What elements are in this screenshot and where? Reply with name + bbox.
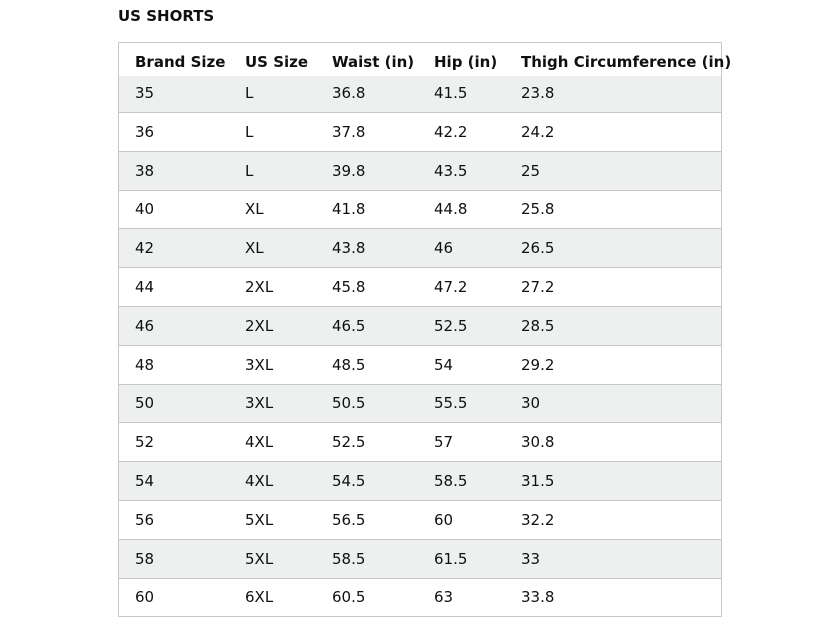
column-header: Thigh Circumference (in)	[521, 53, 732, 71]
table-cell: 5XL	[245, 510, 274, 529]
table-cell: 35	[135, 84, 155, 102]
table-cell: 26.5	[521, 239, 555, 258]
table-cell: 36	[135, 122, 155, 141]
table-cell: 48	[135, 355, 155, 374]
table-row: 35 L 36.8 41.5 23.8	[119, 76, 721, 113]
table-cell: 27.2	[521, 277, 555, 296]
header-row: Brand Size US Size Waist (in) Hip (in) Thigh…	[119, 43, 731, 76]
table-row: 60 6XL 60.5 63 33.8	[119, 579, 721, 617]
table-cell: 41.5	[434, 84, 468, 102]
table-cell: 54.5	[332, 471, 366, 490]
title: US SHORTS	[118, 7, 215, 25]
table-row: 58 5XL 58.5 61.5 33	[119, 539, 721, 579]
column-header: Hip (in)	[434, 53, 498, 71]
table-cell: 45.8	[332, 277, 366, 296]
table-cell: 63	[434, 588, 454, 607]
table-cell: 55.5	[434, 394, 468, 413]
table-cell: 30.8	[521, 433, 555, 452]
table-cell: 52.5	[332, 433, 366, 452]
table-cell: 38	[135, 161, 155, 180]
table-cell: XL	[245, 200, 264, 219]
table-cell: 32.2	[521, 510, 555, 529]
table-cell: 28.5	[521, 316, 555, 335]
table-cell: 58	[135, 549, 155, 568]
table-cell: 30	[521, 394, 541, 413]
table-cell: 50.5	[332, 394, 366, 413]
table-cell: 3XL	[245, 355, 274, 374]
table-cell: 4XL	[245, 433, 274, 452]
table-cell: 52.5	[434, 316, 468, 335]
column-header: Waist (in)	[332, 53, 415, 71]
table-row: 56 5XL 56.5 60 32.2	[119, 501, 721, 540]
table-row: 54 4XL 54.5 58.5 31.5	[119, 462, 721, 501]
table-cell: 6XL	[245, 588, 274, 607]
table-cell: 24.2	[521, 122, 555, 141]
table-cell: L	[245, 122, 254, 141]
table-cell: L	[245, 84, 254, 102]
table-cell: 37.8	[332, 122, 366, 141]
table-row: 52 4XL 52.5 57 30.8	[119, 423, 721, 463]
table-cell: 29.2	[521, 355, 555, 374]
table-cell: 61.5	[434, 549, 468, 568]
table-cell: 57	[434, 433, 454, 452]
table-cell: 43.5	[434, 161, 468, 180]
table-cell: 2XL	[245, 277, 274, 296]
table-cell: 58.5	[434, 471, 468, 490]
table-cell: 42	[135, 239, 155, 258]
table-row: 50 3XL 50.5 55.5 30	[119, 384, 721, 424]
table-row: 44 2XL 45.8 47.2 27.2	[119, 268, 721, 307]
table-cell: 39.8	[332, 161, 366, 180]
table-cell: 4XL	[245, 471, 274, 490]
table-cell: 5XL	[245, 549, 274, 568]
table-cell: 54	[434, 355, 454, 374]
table-row: 46 2XL 46.5 52.5 28.5	[119, 307, 721, 346]
table-cell: 44.8	[434, 200, 468, 219]
table-cell: 60	[434, 510, 454, 529]
table-row: 36 L 37.8 42.2 24.2	[119, 113, 721, 152]
table-row: 48 3XL 48.5 54 29.2	[119, 346, 721, 385]
table-cell: L	[245, 161, 254, 180]
table-cell: 25	[521, 161, 541, 180]
table-cell: XL	[245, 239, 264, 258]
table-cell: 46.5	[332, 316, 366, 335]
size-table: Brand Size US Size Waist (in) Hip (in) Thigh…	[118, 42, 731, 617]
table-cell: 2XL	[245, 316, 274, 335]
table-cell: 60.5	[332, 588, 366, 607]
table-cell: 58.5	[332, 549, 366, 568]
table-cell: 50	[135, 394, 155, 413]
table-cell: 54	[135, 471, 155, 490]
table-row: 38 L 39.8 43.5 25	[119, 151, 721, 191]
table-cell: 47.2	[434, 277, 468, 296]
table-cell: 41.8	[332, 200, 366, 219]
table-cell: 56	[135, 510, 155, 529]
table-cell: 44	[135, 277, 155, 296]
table-cell: 60	[135, 588, 155, 607]
table-cell: 46	[434, 239, 454, 258]
table-cell: 43.8	[332, 239, 366, 258]
table-cell: 33.8	[521, 588, 555, 607]
table-cell: 36.8	[332, 84, 366, 102]
column-header: Brand Size	[135, 53, 226, 71]
table-cell: 33	[521, 549, 541, 568]
table-cell: 48.5	[332, 355, 366, 374]
table-row: 40 XL 41.8 44.8 25.8	[119, 191, 721, 230]
table-cell: 52	[135, 433, 155, 452]
table-cell: 23.8	[521, 84, 555, 102]
table-cell: 40	[135, 200, 155, 219]
table-cell: 46	[135, 316, 155, 335]
table-cell: 56.5	[332, 510, 366, 529]
table-cell: 25.8	[521, 200, 555, 219]
table-cell: 31.5	[521, 471, 555, 490]
table-cell: 3XL	[245, 394, 274, 413]
table-cell: 42.2	[434, 122, 468, 141]
table-row: 42 XL 43.8 46 26.5	[119, 229, 721, 269]
column-header: US Size	[245, 53, 309, 71]
